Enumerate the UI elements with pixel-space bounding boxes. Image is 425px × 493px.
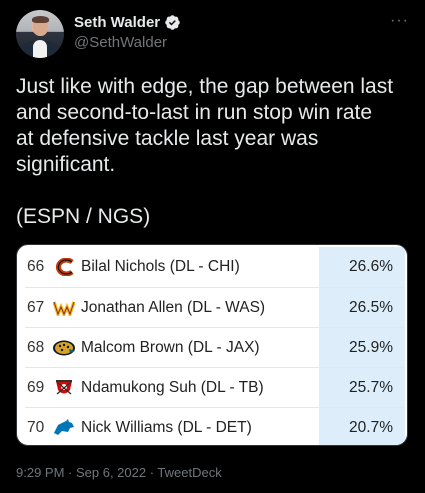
row-rank: 66 [27,258,45,275]
lions-logo-icon [51,418,77,438]
row-player: Nick Williams (DL - DET) [81,418,252,436]
tweet-timestamp[interactable]: 9:29 PM · Sep 6, 2022 · TweetDeck [16,465,222,480]
row-rate: 25.9% [319,328,405,367]
row-rate: 20.7% [319,408,405,445]
avatar-hair [32,16,49,23]
jaguars-logo-icon [51,338,77,358]
row-player: Jonathan Allen (DL - WAS) [81,298,266,316]
author-handle[interactable]: @SethWalder [74,34,168,51]
row-rank: 70 [27,418,45,436]
row-rate: 26.6% [319,247,405,287]
row-rate: 26.5% [319,288,405,327]
row-player: Bilal Nichols (DL - CHI) [81,258,240,275]
table-row: 67 Jonathan Allen (DL - WAS) 26.5% [25,287,405,327]
author-name-row[interactable]: Seth Walder [74,14,181,31]
table-row: 70 Nick Williams (DL - DET) 20.7% [25,407,405,445]
row-rank: 68 [27,338,45,356]
avatar-shirt [33,40,47,58]
verified-badge-icon [165,15,180,30]
author-avatar[interactable] [16,10,64,58]
tweet-text: Just like with edge, the gap between las… [16,75,394,228]
row-rank: 67 [27,298,45,316]
bears-logo-icon [51,257,77,277]
author-name[interactable]: Seth Walder [74,14,161,31]
table-row: 68 Malcom Brown (DL - JAX) 25.9% [25,327,405,367]
table-row: 69 Ndamukong Suh (DL - TB) 25.7% [25,367,405,407]
more-options-icon[interactable]: ··· [390,12,409,29]
buccaneers-logo-icon [51,378,77,398]
row-rank: 69 [27,378,45,396]
washington-logo-icon [51,298,77,318]
stats-table-image[interactable]: 66 Bilal Nichols (DL - CHI) 26.6% 67 Jon… [16,244,408,446]
table-row: 66 Bilal Nichols (DL - CHI) 26.6% [25,247,405,287]
row-player: Malcom Brown (DL - JAX) [81,338,260,356]
row-player: Ndamukong Suh (DL - TB) [81,378,264,396]
row-rate: 25.7% [319,368,405,407]
